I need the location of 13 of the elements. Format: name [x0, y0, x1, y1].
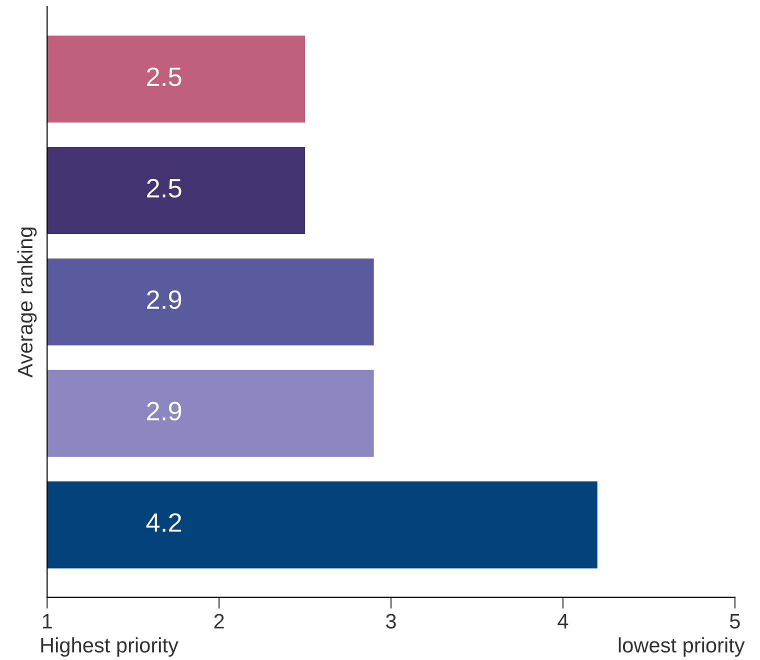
data-label: 2.5 [147, 178, 182, 198]
x-tick-label: 4 [558, 614, 568, 628]
data-label: 2.5 [147, 67, 182, 86]
data-label: 2.9 [147, 402, 182, 420]
y-axis-title: Average ranking [17, 228, 37, 378]
x-tick-label: 5 [730, 614, 740, 629]
x-tick-label: 3 [386, 614, 396, 629]
text: Highest priority [41, 637, 178, 657]
data-label: 2.9 [147, 290, 182, 310]
data-label: 4.2 [146, 513, 182, 532]
text: lowest priority [618, 637, 745, 657]
x-tick-label: 2 [214, 614, 224, 628]
x-tick-label: 1 [42, 614, 52, 628]
